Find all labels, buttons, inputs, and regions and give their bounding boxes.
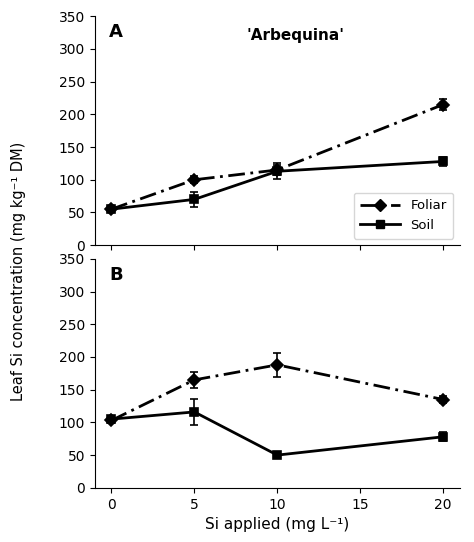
Text: Leaf Si concentration (mg kg⁻¹ DM): Leaf Si concentration (mg kg⁻¹ DM) [11,141,27,401]
Text: B: B [109,266,123,284]
Text: A: A [109,23,123,41]
X-axis label: Si applied (mg L⁻¹): Si applied (mg L⁻¹) [205,517,349,532]
Legend: Foliar, Soil: Foliar, Soil [354,193,453,238]
Text: 'Arbequina': 'Arbequina' [246,28,345,43]
